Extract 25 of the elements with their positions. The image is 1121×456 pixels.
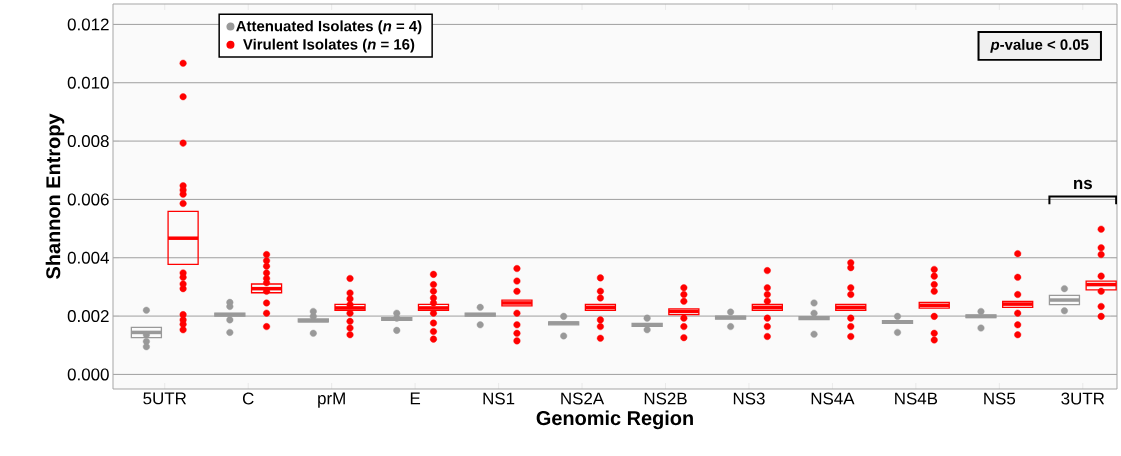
x-tick-label: NS1 <box>483 392 515 405</box>
y-tick-label: 0.008 <box>67 135 109 148</box>
x-tick-label: prM <box>318 392 345 408</box>
legend-label: Attenuated Isolates (n = 4) <box>236 20 422 35</box>
x-tick-label: NS2B <box>644 392 687 405</box>
x-tick-label: C <box>242 392 254 405</box>
annotation: ns <box>1074 179 1092 190</box>
x-tick-label: NS2A <box>561 392 605 405</box>
y-tick-label: 0.002 <box>67 310 109 323</box>
y-tick-label: 0.010 <box>67 76 109 89</box>
x-tick-label: NS5 <box>984 392 1016 405</box>
y-tick-label: 0.012 <box>67 18 109 31</box>
x-axis-title: Genomic Region <box>536 410 693 430</box>
y-tick-label: 0.004 <box>67 251 109 264</box>
x-tick-label: 3UTR <box>1061 392 1105 405</box>
legend-label: Virulent Isolates (n = 16) <box>243 38 415 53</box>
annotation: p-value < 0.05 <box>990 38 1089 53</box>
x-tick-label: E <box>410 392 421 405</box>
x-tick-label: NS4A <box>811 392 855 405</box>
y-axis-title: Shannon Entropy <box>45 113 65 279</box>
x-tick-label: NS4B <box>895 392 938 405</box>
y-tick-label: 0.006 <box>67 193 109 206</box>
x-tick-label: NS3 <box>733 392 765 405</box>
x-tick-label: 5UTR <box>143 392 187 405</box>
y-tick-label: 0.000 <box>67 368 109 381</box>
